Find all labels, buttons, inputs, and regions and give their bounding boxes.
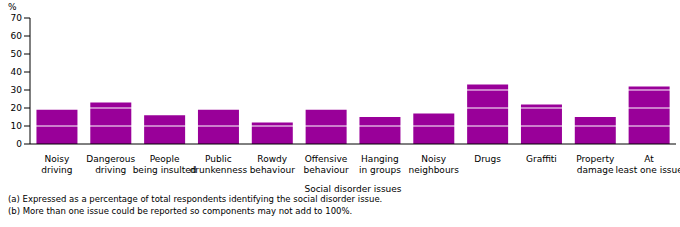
svg-text:10: 10	[11, 121, 23, 131]
svg-text:Peoplebeing insulted: Peoplebeing insulted	[133, 154, 197, 175]
svg-text:Publicdrunkenness: Publicdrunkenness	[190, 154, 248, 175]
svg-text:Atleast one issue: Atleast one issue	[615, 154, 672, 175]
svg-text:40: 40	[11, 67, 23, 77]
svg-text:Dangerousdriving: Dangerousdriving	[86, 154, 135, 175]
svg-text:Social disorder issues: Social disorder issues	[304, 184, 401, 194]
html-text:(a) Expressed as a percentage: (a) Expressed as a percentage of total r…	[8, 194, 383, 204]
html-text:(b) More than one issue could: (b) More than one issue could be reporte…	[8, 206, 353, 216]
svg-text:20: 20	[11, 103, 23, 113]
svg-text:Graffiti: Graffiti	[526, 154, 557, 164]
svg-text:Noisyneighbours: Noisyneighbours	[409, 154, 460, 175]
svg-text:Offensivebehaviour: Offensivebehaviour	[303, 154, 349, 175]
svg-text:Noisydriving: Noisydriving	[41, 154, 72, 175]
svg-text:50: 50	[11, 49, 23, 59]
svg-text:0: 0	[16, 139, 22, 149]
svg-text:Drugs: Drugs	[474, 154, 501, 164]
svg-text:60: 60	[11, 31, 23, 41]
svg-text:Rowdybehaviour: Rowdybehaviour	[250, 154, 296, 175]
svg-text:70: 70	[11, 13, 23, 23]
svg-text:30: 30	[11, 85, 23, 95]
svg-text:Propertydamage: Propertydamage	[576, 154, 615, 175]
svg-text:Hangingin groups: Hangingin groups	[359, 154, 401, 175]
